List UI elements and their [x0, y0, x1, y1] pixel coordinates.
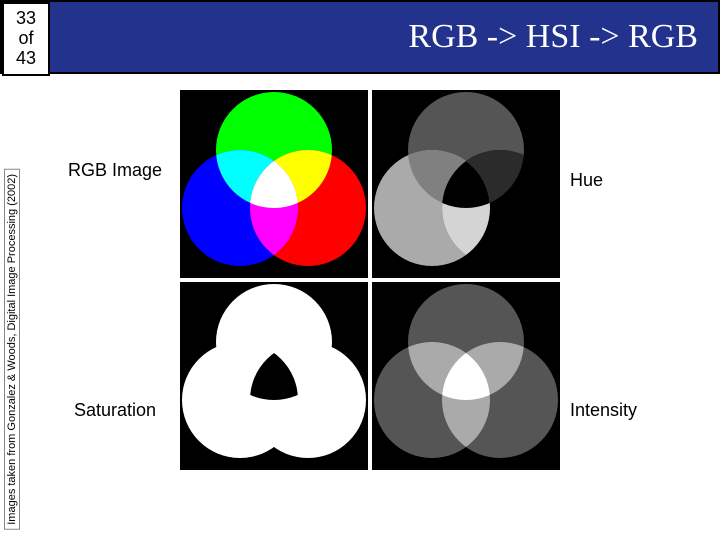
image-grid [180, 90, 560, 470]
panel-intensity [372, 282, 560, 470]
page-total: 43 [16, 49, 36, 69]
page-counter: 33 of 43 [2, 2, 50, 76]
label-saturation: Saturation [60, 400, 170, 422]
panel-rgb [180, 90, 368, 278]
label-hue: Hue [570, 170, 603, 192]
image-credit-text: Images taken from Gonzalez & Woods, Digi… [4, 169, 20, 530]
panel-hue [372, 90, 560, 278]
image-credit-sidebar: Images taken from Gonzalez & Woods, Digi… [2, 90, 22, 530]
slide-header: 33 of 43 RGB -> HSI -> RGB [0, 0, 720, 74]
slide-content: RGB Image Hue Saturation Intensity [60, 90, 710, 530]
panel-saturation [180, 282, 368, 470]
label-rgb-image: RGB Image [60, 160, 170, 182]
page-of: of [18, 29, 33, 49]
page-current: 33 [16, 9, 36, 29]
slide-title: RGB -> HSI -> RGB [2, 18, 718, 56]
label-intensity: Intensity [570, 400, 637, 422]
